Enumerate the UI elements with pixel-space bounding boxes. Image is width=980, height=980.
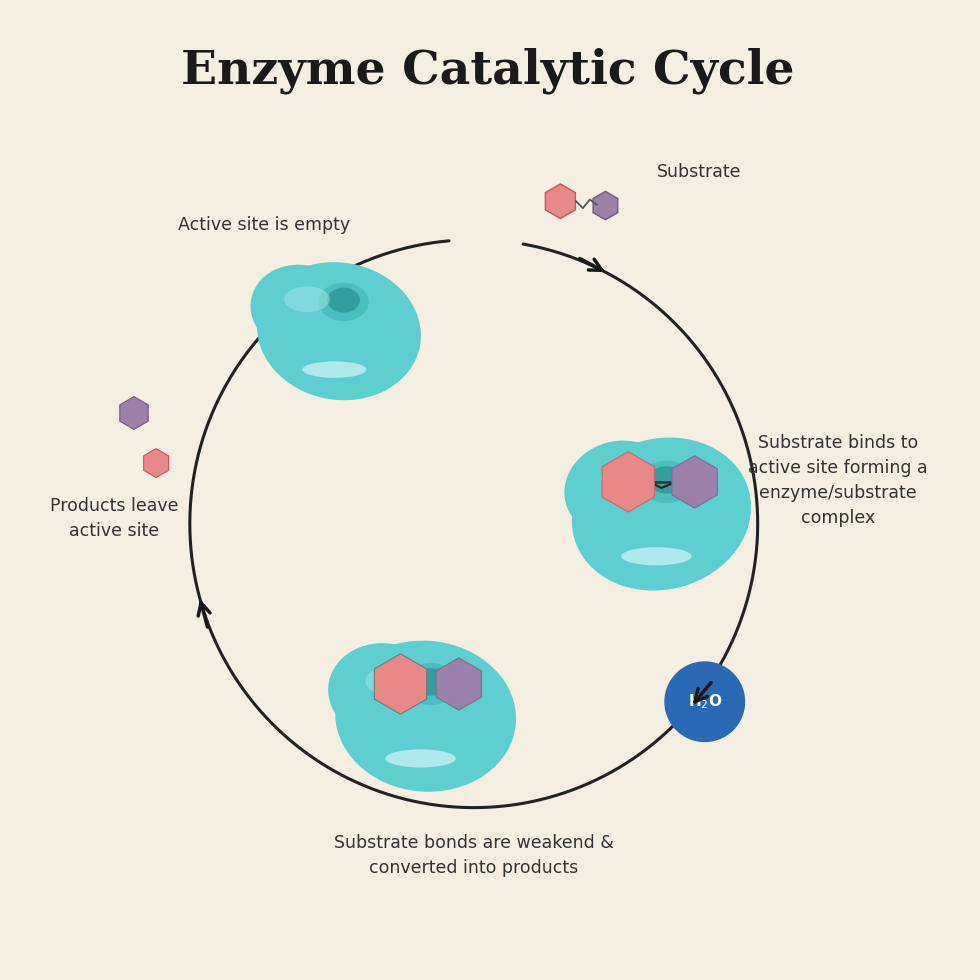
Ellipse shape — [649, 466, 684, 494]
Ellipse shape — [601, 465, 652, 493]
Ellipse shape — [403, 662, 459, 706]
Text: Products leave
active site: Products leave active site — [50, 498, 178, 540]
Text: Active site is empty: Active site is empty — [178, 217, 351, 234]
Ellipse shape — [328, 643, 439, 739]
Text: Substrate: Substrate — [657, 164, 741, 181]
Text: Substrate bonds are weakend &
converted into products: Substrate bonds are weakend & converted … — [334, 834, 613, 877]
Ellipse shape — [303, 362, 367, 378]
Ellipse shape — [335, 641, 516, 792]
Ellipse shape — [621, 547, 692, 565]
Ellipse shape — [335, 279, 413, 351]
Ellipse shape — [413, 668, 449, 696]
Ellipse shape — [572, 437, 751, 591]
Ellipse shape — [385, 750, 456, 767]
Ellipse shape — [421, 659, 507, 737]
Ellipse shape — [318, 282, 368, 321]
Text: Enzyme Catalytic Cycle: Enzyme Catalytic Cycle — [181, 47, 795, 94]
Text: Substrate binds to
active site forming a
enzyme/substrate
complex: Substrate binds to active site forming a… — [748, 434, 928, 527]
Ellipse shape — [658, 457, 742, 535]
Ellipse shape — [366, 667, 416, 695]
Circle shape — [664, 662, 745, 742]
Ellipse shape — [327, 287, 360, 313]
Ellipse shape — [564, 441, 674, 537]
Ellipse shape — [257, 263, 421, 400]
Ellipse shape — [639, 461, 694, 503]
Ellipse shape — [284, 286, 330, 312]
Ellipse shape — [251, 265, 351, 352]
Text: H$_2$O: H$_2$O — [688, 693, 722, 711]
